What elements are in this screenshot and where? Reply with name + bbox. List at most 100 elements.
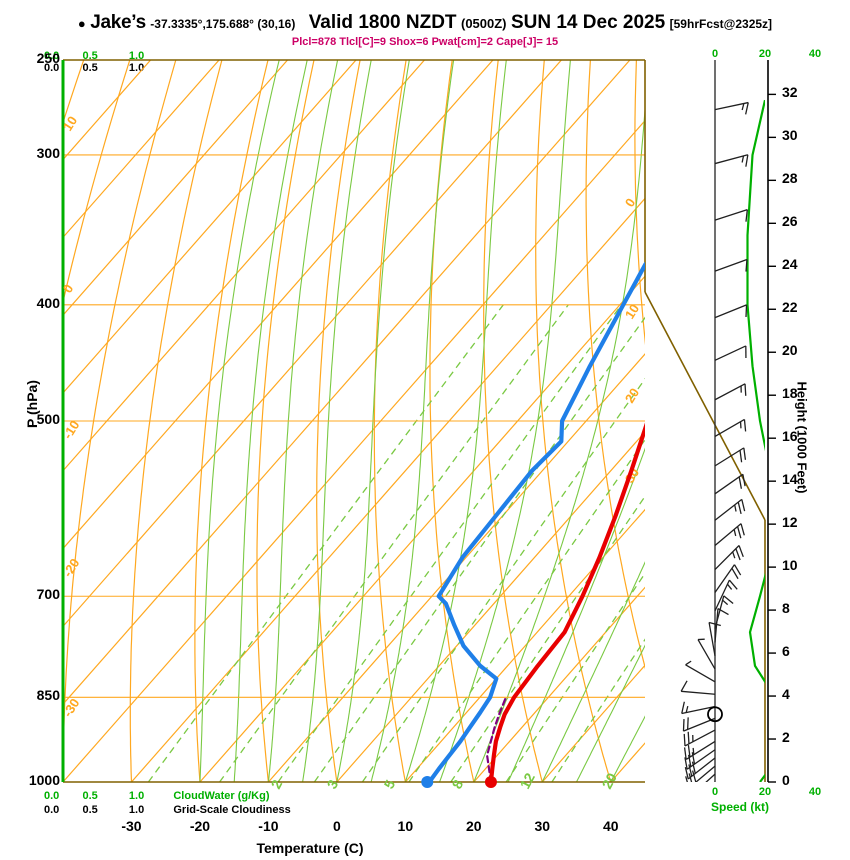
mixing-ratio-30 xyxy=(551,638,645,782)
dry-adiabat-100 xyxy=(821,60,850,782)
pressure-tick-700: 700 xyxy=(36,586,60,603)
wind-barb xyxy=(685,765,716,782)
valid-date: SUN 14 Dec 2025 xyxy=(510,12,666,33)
cloudwater-bottom-tick-0: 0.0 xyxy=(44,790,60,802)
speed-profile-line xyxy=(746,99,765,782)
speed-tick-top-0: 0 xyxy=(711,48,719,60)
temperature-tick--30: -30 xyxy=(121,818,142,834)
dry-adiabat-90 xyxy=(775,60,850,782)
height-tick-label-22: 22 xyxy=(782,299,798,316)
pressure-tick-500: 500 xyxy=(36,411,60,427)
dry-adiabat-60 xyxy=(634,60,645,346)
wind-barb xyxy=(714,304,748,319)
wind-barb xyxy=(714,101,749,115)
height-tick-label-24: 24 xyxy=(782,256,798,273)
wind-barb xyxy=(680,680,716,695)
moist-adiabat-lines xyxy=(199,60,645,782)
wind-barb xyxy=(714,383,747,401)
temperature-tick-10: 10 xyxy=(397,818,414,834)
wind-barb xyxy=(714,345,747,361)
isotherm-60 xyxy=(748,60,850,782)
dry-adiabat-label-10: 10 xyxy=(60,113,80,133)
temperature-tick-0: 0 xyxy=(332,818,341,834)
wind-speed-profile xyxy=(746,99,765,782)
title-bar: ● Jake’s -37.3335°,175.688° (30,16) Vali… xyxy=(0,12,850,34)
wind-barb xyxy=(714,209,748,222)
mixing-ratio-20 xyxy=(505,572,645,782)
height-tick-label-18: 18 xyxy=(782,385,798,402)
isotherm--90 xyxy=(63,60,357,394)
cloudwater-top-scale: 0.0 0.5 1.0 xyxy=(44,46,163,64)
moist-adiabat--5 xyxy=(302,60,372,782)
dry-adiabat-label-r-10: 10 xyxy=(622,301,642,321)
dry-adiabat-70 xyxy=(682,60,816,782)
wind-barb xyxy=(714,595,734,629)
moist-adiabat-10 xyxy=(404,60,507,782)
wind-barb xyxy=(714,154,749,167)
dry-adiabat-label-r-20: 20 xyxy=(622,385,642,405)
moist-adiabat-25 xyxy=(507,447,645,782)
wind-barb xyxy=(708,621,721,657)
moist-adiabat--10 xyxy=(267,60,339,782)
cloudiness-top-tick-0: 0.0 xyxy=(44,62,60,74)
valid-time-utc: (0500Z) xyxy=(460,16,507,31)
moist-adiabat-20 xyxy=(473,103,645,782)
parcel-trace xyxy=(486,696,507,782)
moist-adiabat-0 xyxy=(336,60,410,782)
moist-adiabat-35 xyxy=(576,644,645,782)
mixing-ratio-12 xyxy=(450,495,645,782)
wind-barb xyxy=(685,660,716,683)
pressure-tick-400: 400 xyxy=(36,294,60,311)
dry-adiabat-50 xyxy=(585,60,645,670)
station-marker-icon: ● xyxy=(77,16,86,31)
wind-barb xyxy=(714,418,747,437)
temperature-axis-title: Temperature (C) xyxy=(256,840,364,856)
temperature-tick--10: -10 xyxy=(258,818,279,834)
isotherm-10 xyxy=(404,508,645,782)
height-tick-label-6: 6 xyxy=(782,643,790,660)
dry-adiabat-80 xyxy=(729,60,850,782)
cloudiness-legend-label: Grid-Scale Cloudiness xyxy=(173,804,291,816)
cloudwater-top-tick-2: 1.0 xyxy=(128,50,145,62)
speed-tick-0: 0 xyxy=(711,786,719,798)
height-tick-label-4: 4 xyxy=(782,686,790,703)
mixing-ratio-label-12: 12 xyxy=(517,770,539,791)
cloudiness-bottom-tick-1: 0.5 xyxy=(82,804,98,816)
surface-markers xyxy=(421,776,497,788)
dry-adiabat--30 xyxy=(129,60,223,782)
wind-barb xyxy=(714,447,747,467)
temperature-tick-20: 20 xyxy=(466,818,482,834)
cloudwater-bottom-scale: 0.0 0.5 1.0 CloudWater (g/Kg) xyxy=(44,786,270,804)
wind-barb xyxy=(684,757,716,780)
surface-dewpoint xyxy=(421,776,434,788)
cloudwater-bottom-tick-1: 0.5 xyxy=(82,790,98,802)
mixing-ratio-label-20: 20 xyxy=(599,770,621,791)
mixing-ratio-label-8: 8 xyxy=(449,777,467,792)
height-tick-label-14: 14 xyxy=(782,471,798,488)
mixing-ratio-5 xyxy=(361,377,645,782)
pressure-tick-250: 250 xyxy=(36,50,60,66)
height-axis xyxy=(768,93,776,783)
wind-barb xyxy=(705,773,716,782)
wind-barb xyxy=(714,258,748,272)
moist-adiabat-15 xyxy=(439,60,571,782)
pressure-tick-850: 850 xyxy=(36,687,60,704)
plot-frame xyxy=(61,59,766,783)
temperature-tick--20: -20 xyxy=(189,818,211,834)
speed-tick-top-20: 20 xyxy=(758,48,772,60)
pressure-tick-1000: 1000 xyxy=(28,772,60,788)
height-tick-label-10: 10 xyxy=(782,557,798,574)
isotherm--110 xyxy=(63,60,220,239)
wind-barb xyxy=(714,473,746,495)
moist-adiabat--20 xyxy=(199,60,280,782)
dry-adiabat-30 xyxy=(483,60,543,782)
cloudiness-bottom-scale: 0.0 0.5 1.0 Grid-Scale Cloudiness xyxy=(44,800,291,818)
wind-barb xyxy=(682,717,716,732)
height-tick-label-2: 2 xyxy=(782,729,790,746)
isotherm-40 xyxy=(610,742,645,782)
dry-adiabat--20 xyxy=(194,60,269,782)
height-tick-label-30: 30 xyxy=(782,127,798,144)
dry-adiabat-10 xyxy=(373,60,407,782)
